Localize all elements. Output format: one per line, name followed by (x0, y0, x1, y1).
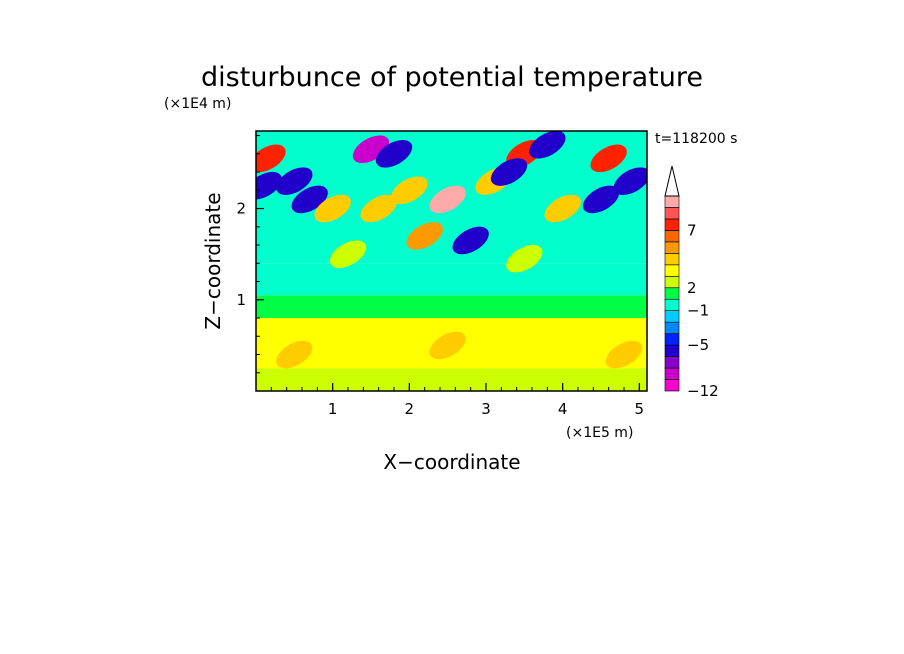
feature-21 (329, 240, 367, 268)
feature-6 (375, 139, 413, 168)
feature-10 (406, 222, 443, 250)
y-unit-label: (×1E4 m) (164, 96, 231, 112)
colorbar-label-0: −12 (687, 382, 719, 400)
colorbar-segment (664, 367, 680, 380)
x-tick-label-3: 4 (558, 400, 568, 418)
band-2 (256, 295, 647, 319)
colorbar-label-3: 2 (687, 279, 697, 297)
colorbar-label-4: 7 (687, 221, 697, 239)
feature-17 (590, 144, 627, 173)
feature-2 (276, 167, 313, 195)
feature-24 (429, 331, 466, 360)
feature-20 (506, 244, 543, 273)
feature-18 (582, 185, 620, 214)
x-axis-label: X−coordinate (383, 450, 520, 474)
feature-0 (256, 144, 286, 173)
feature-9 (429, 185, 466, 214)
x-tick-label-2: 3 (481, 400, 491, 418)
colorbar-segment (664, 241, 680, 254)
feature-11 (452, 226, 489, 255)
plot-frame (255, 130, 648, 392)
colorbar-segment (664, 356, 680, 369)
feature-1 (256, 171, 282, 200)
x-tick-label-4: 5 (635, 400, 645, 418)
feature-19 (613, 167, 647, 195)
y-tick-label-1: 2 (236, 200, 246, 218)
colorbar-segment (664, 298, 680, 312)
colorbar-segment (664, 333, 680, 346)
colorbar-segment (664, 321, 680, 334)
chart-title: disturbunce of potential temperature (201, 62, 703, 93)
colorbar-segment (664, 218, 680, 231)
feature-4 (314, 194, 351, 223)
colorbar-segment (664, 310, 680, 323)
colorbar-segment (664, 264, 680, 277)
x-tick-label-1: 2 (405, 400, 415, 418)
contour-plot: 1 2 3 4 5 1 2 (236, 130, 648, 418)
band-3 (256, 263, 647, 296)
colorbar-segment (664, 253, 680, 266)
colorbar-label-2: −1 (687, 302, 709, 320)
colorbar-segment (664, 287, 680, 300)
x-unit-label: (×1E5 m) (566, 425, 633, 441)
feature-8 (391, 176, 428, 205)
band-0 (256, 368, 647, 391)
colorbar-segment (664, 344, 680, 357)
colorbar-segment (664, 230, 680, 243)
colorbar-segment (664, 275, 680, 289)
colorbar-segment (664, 195, 680, 208)
feature-15 (529, 131, 566, 159)
feature-23 (605, 340, 643, 369)
x-tick-label-0: 1 (328, 400, 338, 418)
feature-22 (276, 340, 313, 369)
feature-14 (490, 158, 528, 186)
colorbar-overflow-arrow (664, 165, 680, 197)
feature-7 (360, 194, 397, 223)
y-axis-label: Z−coordinate (201, 192, 225, 329)
time-label: t=118200 s (655, 131, 737, 147)
feature-16 (544, 194, 581, 223)
colorbar-segment (664, 207, 680, 220)
colorbar-segment (664, 379, 680, 392)
y-tick-label-0: 1 (236, 291, 246, 309)
colorbar-label-1: −5 (687, 336, 709, 354)
colorbar: −12−5−127 (664, 165, 719, 400)
